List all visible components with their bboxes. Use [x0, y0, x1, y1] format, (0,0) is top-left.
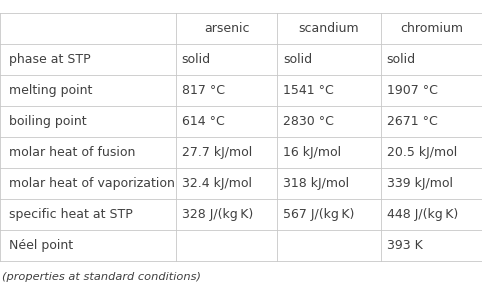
Text: 614 °C: 614 °C — [182, 115, 225, 128]
Text: specific heat at STP: specific heat at STP — [9, 208, 133, 221]
Text: Néel point: Néel point — [9, 239, 73, 252]
Text: solid: solid — [283, 53, 312, 66]
Text: 567 J/(kg K): 567 J/(kg K) — [283, 208, 354, 221]
Text: arsenic: arsenic — [204, 22, 249, 35]
Text: 2671 °C: 2671 °C — [387, 115, 437, 128]
Text: 318 kJ/mol: 318 kJ/mol — [283, 177, 349, 190]
Text: 339 kJ/mol: 339 kJ/mol — [387, 177, 453, 190]
Text: 27.7 kJ/mol: 27.7 kJ/mol — [182, 146, 252, 159]
Text: phase at STP: phase at STP — [9, 53, 90, 66]
Text: solid: solid — [182, 53, 211, 66]
Text: 1541 °C: 1541 °C — [283, 84, 334, 97]
Text: 2830 °C: 2830 °C — [283, 115, 334, 128]
Text: 817 °C: 817 °C — [182, 84, 225, 97]
Text: 393 K: 393 K — [387, 239, 422, 252]
Text: molar heat of fusion: molar heat of fusion — [9, 146, 135, 159]
Text: melting point: melting point — [9, 84, 92, 97]
Text: solid: solid — [387, 53, 415, 66]
Text: 328 J/(kg K): 328 J/(kg K) — [182, 208, 253, 221]
Text: molar heat of vaporization: molar heat of vaporization — [9, 177, 174, 190]
Text: 32.4 kJ/mol: 32.4 kJ/mol — [182, 177, 252, 190]
Text: scandium: scandium — [299, 22, 359, 35]
Text: 448 J/(kg K): 448 J/(kg K) — [387, 208, 458, 221]
Text: 16 kJ/mol: 16 kJ/mol — [283, 146, 341, 159]
Text: (properties at standard conditions): (properties at standard conditions) — [2, 272, 201, 282]
Text: 20.5 kJ/mol: 20.5 kJ/mol — [387, 146, 457, 159]
Text: 1907 °C: 1907 °C — [387, 84, 438, 97]
Text: boiling point: boiling point — [9, 115, 86, 128]
Text: chromium: chromium — [400, 22, 463, 35]
